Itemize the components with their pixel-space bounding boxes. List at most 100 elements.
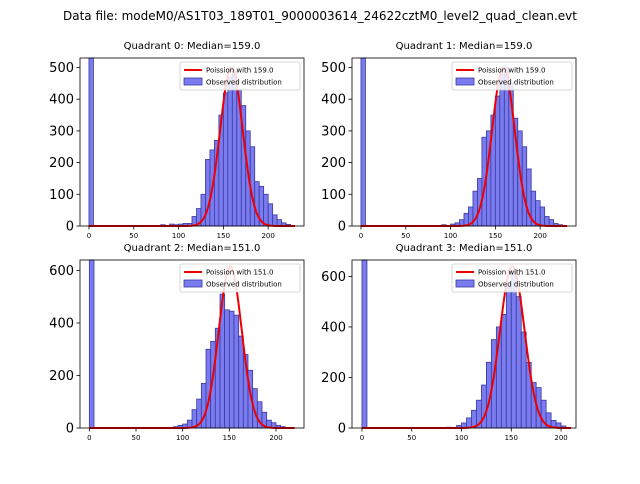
legend: Poission with 159.0 Observed distribution [179, 61, 301, 91]
y-tick-label: 200 [321, 371, 346, 386]
x-tick-label: 200 [261, 232, 274, 240]
panel-title: Quadrant 2: Median=151.0 [124, 243, 261, 254]
axes-frame [79, 57, 305, 227]
histogram-bar [263, 193, 269, 227]
histogram-panel-2: Quadrant 2: Median=151.0 0 50 100 150 200 0 200… [49, 243, 305, 442]
histogram-bar [254, 181, 260, 227]
histogram-bar [231, 70, 238, 227]
histogram-panel-1: Quadrant 1: Median=159.0 0 50 100 150 200 0 100… [321, 41, 577, 240]
histogram-panel-3: Quadrant 3: Median=151.0 0 50 100 150 200 0 200… [321, 243, 577, 442]
y-tick-label: 400 [321, 320, 346, 335]
axes-frame [351, 259, 577, 429]
legend-bar-swatch [183, 279, 203, 288]
legend-box [451, 61, 573, 91]
legend-label-observed: Observed distribution [478, 79, 554, 87]
x-tick-label: 50 [407, 434, 416, 442]
y-tick-label: 400 [49, 317, 74, 332]
legend-bar-swatch [455, 279, 475, 288]
histogram-bar [88, 57, 94, 227]
y-tick-label: 0 [66, 220, 74, 235]
legend-box [179, 263, 301, 293]
legend-label-poisson: Poission with 159.0 [206, 67, 274, 75]
histogram-bar [499, 73, 505, 227]
legend-label-poisson: Poission with 151.0 [478, 269, 546, 277]
x-tick-label: 50 [401, 232, 410, 240]
x-tick-label: 150 [223, 434, 236, 442]
x-tick-label: 0 [87, 434, 91, 442]
histogram-bar [222, 92, 229, 227]
axes-frame [351, 57, 577, 227]
histogram-bar [233, 314, 240, 429]
histogram-bar [539, 206, 546, 227]
histogram-bar [466, 417, 472, 429]
x-tick-label: 200 [533, 232, 546, 240]
x-tick-label: 150 [217, 232, 230, 240]
panel-title: Quadrant 0: Median=159.0 [124, 41, 261, 52]
y-tick-label: 200 [49, 369, 74, 384]
x-tick-label: 50 [132, 434, 141, 442]
legend-bar-swatch [455, 77, 475, 86]
histogram-bar [361, 259, 368, 429]
y-tick-label: 400 [321, 93, 346, 108]
y-tick-label: 500 [49, 61, 74, 76]
histogram-bar [205, 348, 212, 429]
x-tick-label: 100 [444, 232, 457, 240]
panel-title: Quadrant 1: Median=159.0 [396, 41, 533, 52]
histogram-bar [520, 331, 527, 429]
histogram-bar [505, 286, 512, 429]
y-tick-label: 300 [321, 124, 346, 139]
y-tick-label: 0 [338, 422, 346, 437]
panels: Quadrant 0: Median=159.0 0 50 100 150 200 0 100… [49, 41, 577, 442]
legend: Poission with 151.0 Observed distribution [451, 263, 573, 293]
x-tick-label: 0 [359, 232, 363, 240]
x-tick-label: 100 [455, 434, 468, 442]
legend-box [179, 61, 301, 91]
histogram-bar [544, 216, 550, 227]
histogram-bars [360, 57, 563, 227]
histogram-bar [267, 203, 274, 227]
x-tick-label: 200 [554, 434, 567, 442]
histogram-bar [224, 309, 230, 429]
x-tick-label: 50 [129, 232, 138, 240]
histogram-bar [205, 159, 211, 227]
histogram-bar [500, 313, 507, 429]
x-tick-label: 0 [360, 434, 364, 442]
histogram-bar [227, 76, 233, 227]
y-tick-label: 300 [49, 124, 74, 139]
x-tick-label: 0 [87, 232, 91, 240]
histogram-bar [228, 310, 235, 429]
legend: Poission with 151.0 Observed distribution [179, 263, 301, 293]
legend-box [451, 263, 573, 293]
y-tick-label: 0 [66, 422, 74, 437]
x-tick-label: 200 [269, 434, 282, 442]
y-tick-label: 0 [338, 220, 346, 235]
y-tick-label: 100 [321, 188, 346, 203]
x-tick-label: 100 [172, 232, 185, 240]
legend-label-observed: Observed distribution [206, 281, 282, 289]
histogram-bar [535, 200, 541, 227]
x-tick-label: 100 [176, 434, 189, 442]
histogram-bar [360, 57, 366, 227]
axes-frame [79, 259, 305, 429]
legend: Poission with 159.0 Observed distribution [451, 61, 573, 91]
y-tick-label: 500 [321, 61, 346, 76]
histogram-bar [510, 270, 517, 429]
y-tick-label: 200 [49, 156, 74, 171]
histogram-bar [494, 95, 501, 227]
histogram-bar [503, 67, 510, 227]
legend-label-observed: Observed distribution [478, 281, 554, 289]
x-tick-label: 150 [505, 434, 518, 442]
y-tick-label: 600 [321, 270, 346, 285]
histogram-bar [238, 335, 244, 429]
y-tick-label: 100 [49, 188, 74, 203]
y-tick-label: 600 [49, 264, 74, 279]
histogram-panel-0: Quadrant 0: Median=159.0 0 50 100 150 200 0 100… [49, 41, 305, 240]
y-tick-label: 400 [49, 93, 74, 108]
legend-label-poisson: Poission with 151.0 [206, 269, 274, 277]
legend-label-observed: Observed distribution [206, 79, 282, 87]
histogram-bar [88, 259, 95, 429]
histogram-bar [515, 296, 522, 429]
legend-label-poisson: Poission with 159.0 [478, 67, 546, 75]
histogram-bar [272, 214, 278, 227]
